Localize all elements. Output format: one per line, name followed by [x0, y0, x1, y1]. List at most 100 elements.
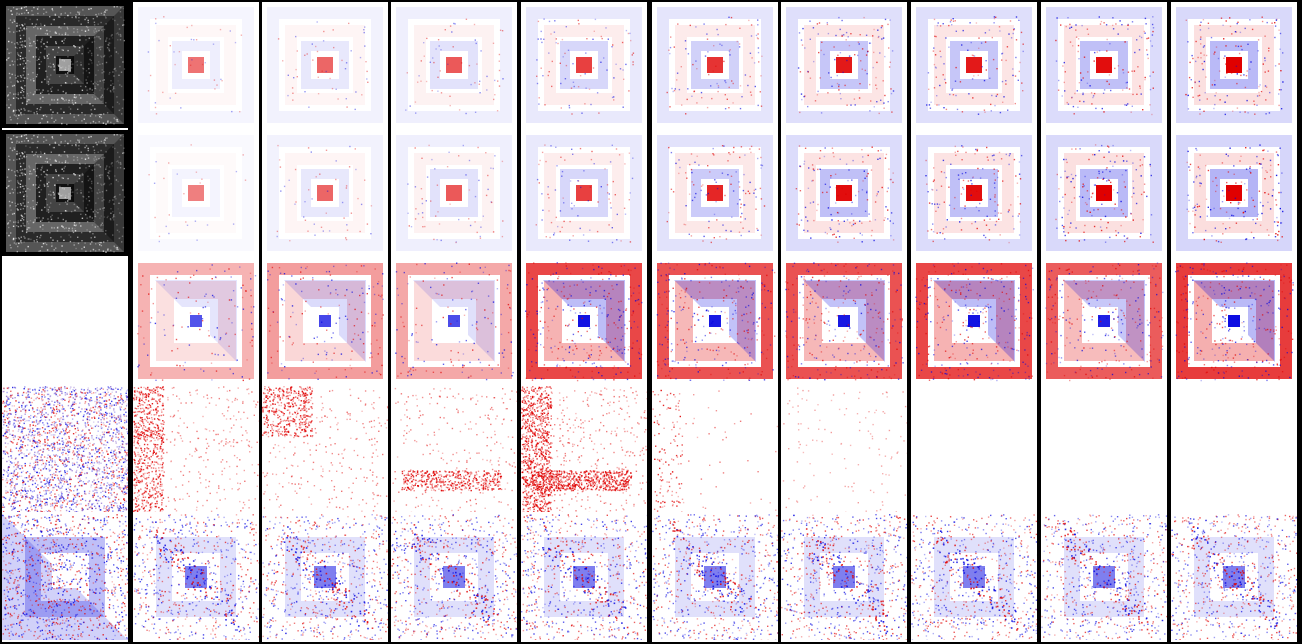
heatmap-cell	[521, 2, 647, 128]
heatmap-image	[267, 135, 383, 251]
heatmap-image	[137, 263, 257, 382]
heatmap-image	[2, 258, 128, 384]
heatmap-cell	[391, 514, 517, 640]
heatmap-cell	[781, 130, 907, 256]
heatmap-cell	[133, 2, 259, 128]
heatmap-image	[656, 262, 776, 381]
heatmap-image	[2, 2, 128, 128]
heatmap-image	[148, 144, 247, 243]
grid-column	[521, 2, 647, 642]
heatmap-image	[781, 514, 907, 640]
heatmap-cell	[652, 258, 778, 384]
grid-column	[133, 2, 259, 642]
heatmap-cell	[1171, 514, 1297, 640]
heatmap-cell	[2, 514, 128, 640]
heatmap-cell	[781, 386, 907, 512]
heatmap-image	[1041, 514, 1167, 640]
heatmap-cell	[652, 2, 778, 128]
grid-column	[1041, 2, 1167, 642]
grid-column	[391, 2, 517, 642]
heatmap-cell	[1041, 514, 1167, 640]
heatmap-cell	[133, 258, 259, 384]
heatmap-cell	[2, 2, 128, 128]
heatmap-cell	[911, 386, 1037, 512]
heatmap-cell	[262, 514, 388, 640]
heatmap-image	[911, 514, 1037, 640]
heatmap-image	[392, 387, 517, 512]
heatmap-image	[267, 263, 384, 380]
heatmap-cell	[911, 130, 1037, 256]
heatmap-cell	[262, 2, 388, 128]
heatmap-image	[916, 135, 1032, 251]
heatmap-image	[782, 387, 907, 512]
grid-column	[652, 2, 778, 642]
heatmap-image	[652, 514, 778, 640]
heatmap-image	[525, 262, 643, 382]
heatmap-image	[1046, 7, 1162, 123]
heatmap-image	[396, 7, 512, 123]
heatmap-image	[262, 514, 388, 640]
heatmap-cell	[391, 386, 517, 512]
heatmap-cell	[521, 258, 647, 384]
heatmap-image	[391, 514, 517, 640]
heatmap-cell	[391, 130, 517, 256]
heatmap-cell	[2, 258, 128, 384]
heatmap-cell	[521, 130, 647, 256]
heatmap-cell	[262, 386, 388, 512]
heatmap-cell	[521, 386, 647, 512]
heatmap-cell	[781, 2, 907, 128]
heatmap-cell	[1171, 258, 1297, 384]
heatmap-cell	[521, 514, 647, 640]
heatmap-image	[521, 386, 647, 512]
heatmap-image	[916, 7, 1032, 123]
grid-column	[781, 2, 907, 642]
heatmap-cell	[2, 130, 128, 256]
heatmap-image	[396, 135, 512, 251]
heatmap-cell	[1041, 386, 1167, 512]
heatmap-image	[657, 7, 773, 123]
heatmap-image	[262, 386, 388, 512]
heatmap-cell	[1171, 2, 1297, 128]
heatmap-cell	[1041, 2, 1167, 128]
grid-column	[911, 2, 1037, 642]
heatmap-cell	[391, 258, 517, 384]
heatmap-cell	[652, 514, 778, 640]
heatmap-cell	[262, 258, 388, 384]
heatmap-image	[915, 262, 1034, 382]
heatmap-image	[526, 135, 642, 251]
heatmap-image	[911, 386, 1037, 512]
heatmap-image	[133, 386, 259, 512]
heatmap-image	[786, 135, 902, 251]
heatmap-cell	[133, 130, 259, 256]
heatmap-cell	[133, 514, 259, 640]
heatmap-image	[2, 130, 128, 256]
heatmap-image	[1041, 386, 1167, 512]
heatmap-image	[657, 135, 773, 251]
heatmap-cell	[652, 386, 778, 512]
heatmap-cell	[1171, 130, 1297, 256]
heatmap-cell	[262, 130, 388, 256]
heatmap-image	[785, 262, 904, 381]
heatmap-cell	[1171, 386, 1297, 512]
heatmap-image	[526, 7, 642, 123]
heatmap-image	[395, 262, 514, 381]
heatmap-cell	[781, 258, 907, 384]
heatmap-cell	[133, 386, 259, 512]
heatmap-image	[133, 514, 259, 640]
heatmap-image	[2, 514, 128, 640]
heatmap-image	[147, 16, 243, 115]
heatmap-image	[2, 386, 128, 512]
heatmap-cell	[911, 514, 1037, 640]
heatmap-image	[1176, 135, 1292, 251]
heatmap-cell	[1041, 130, 1167, 256]
heatmap-cell	[652, 130, 778, 256]
heatmap-image	[1171, 386, 1297, 512]
heatmap-image	[1045, 262, 1164, 382]
heatmap-image	[267, 7, 383, 123]
heatmap-cell	[1041, 258, 1167, 384]
heatmap-image	[1171, 514, 1297, 640]
grid-column	[1171, 2, 1297, 642]
grid-column	[2, 2, 128, 642]
grid-column	[262, 2, 388, 642]
